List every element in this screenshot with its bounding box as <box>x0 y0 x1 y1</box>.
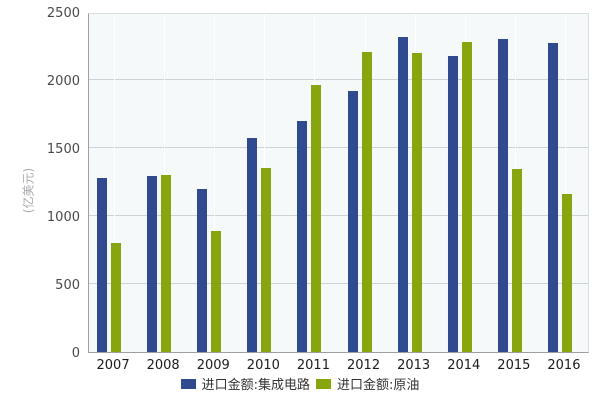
x-tick-label: 2010 <box>246 358 280 373</box>
category-guide-line <box>114 14 116 352</box>
bar-series-1-2013[interactable] <box>411 53 422 352</box>
y-tick-label: 2500 <box>46 6 80 21</box>
bar-series-0-2007[interactable] <box>97 178 108 352</box>
legend-item-0[interactable]: 进口金额:集成电路 <box>180 374 310 393</box>
bar-series-1-2011[interactable] <box>311 84 322 352</box>
bar-series-1-2014[interactable] <box>461 41 472 352</box>
bar-series-0-2013[interactable] <box>397 37 408 352</box>
gridline <box>89 147 588 148</box>
legend-label: 进口金额:原油 <box>337 378 420 393</box>
x-tick-label: 2015 <box>497 358 531 373</box>
y-tick-label: 500 <box>55 278 80 293</box>
bar-series-1-2015[interactable] <box>511 169 522 352</box>
bar-series-0-2012[interactable] <box>347 90 358 352</box>
bar-series-0-2015[interactable] <box>497 39 508 352</box>
x-tick-label: 2011 <box>296 358 330 373</box>
x-tick-label: 2007 <box>96 358 130 373</box>
bar-series-1-2009[interactable] <box>211 230 222 352</box>
x-tick-label: 2012 <box>347 358 381 373</box>
bar-series-0-2014[interactable] <box>447 56 458 352</box>
bar-series-0-2016[interactable] <box>547 43 558 352</box>
bar-series-1-2007[interactable] <box>111 243 122 352</box>
category-guide-line <box>214 14 216 352</box>
bar-series-0-2008[interactable] <box>147 175 158 352</box>
bar-series-0-2010[interactable] <box>247 138 258 352</box>
x-tick-label: 2013 <box>397 358 431 373</box>
category-guide-line <box>564 14 566 352</box>
bar-series-1-2012[interactable] <box>361 51 372 352</box>
y-tick-label: 0 <box>71 346 80 361</box>
gridline <box>89 215 588 216</box>
gridline <box>89 283 588 284</box>
x-tick-label: 2016 <box>547 358 581 373</box>
legend-swatch-icon <box>180 378 196 389</box>
y-tick-label: 1000 <box>46 210 80 225</box>
x-tick-label: 2014 <box>447 358 481 373</box>
legend-label: 进口金额:集成电路 <box>201 378 310 393</box>
y-tick-label: 1500 <box>46 142 80 157</box>
legend-swatch-icon <box>316 378 331 389</box>
x-tick-label: 2009 <box>196 358 230 373</box>
bar-series-1-2010[interactable] <box>261 168 272 352</box>
bar-series-1-2016[interactable] <box>561 193 572 352</box>
gridline <box>89 79 588 80</box>
bar-series-1-2008[interactable] <box>161 174 172 352</box>
plot-area <box>88 13 589 353</box>
y-tick-label: 2000 <box>46 74 80 89</box>
legend: 进口金额:集成电路 进口金额:原油 <box>0 374 600 393</box>
legend-item-1[interactable]: 进口金额:原油 <box>316 374 419 393</box>
bar-series-0-2011[interactable] <box>297 120 308 352</box>
x-tick-label: 2008 <box>146 358 180 373</box>
bar-series-0-2009[interactable] <box>197 188 208 352</box>
